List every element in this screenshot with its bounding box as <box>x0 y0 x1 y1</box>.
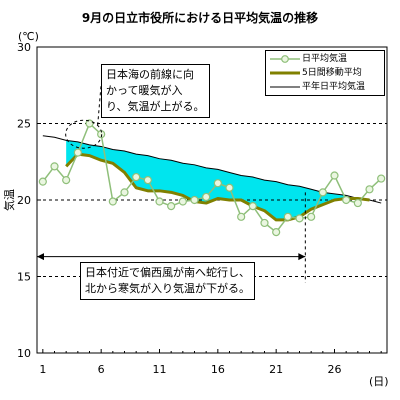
x-axis-unit: (日) <box>369 375 389 388</box>
daily-temperature-point-15 <box>202 192 211 202</box>
y-tick-label-30: 30 <box>17 41 31 54</box>
x-tick-label-11: 11 <box>153 363 167 376</box>
x-tick-label-16: 16 <box>211 363 225 376</box>
daily-temperature-point-19 <box>248 202 257 211</box>
chart-title: 9月の日立市役所における日平均気温の推移 <box>82 10 318 25</box>
legend-marker-daily <box>270 55 300 63</box>
x-tick-label-21: 21 <box>269 363 283 376</box>
cold-period-arrowhead-right <box>298 253 306 261</box>
y-tick-label-10: 10 <box>17 347 31 360</box>
legend-label-normal: 平年日平均気温 <box>302 82 366 92</box>
daily-temperature-point-27 <box>342 195 351 205</box>
legend-entry-daily: 日平均気温 <box>266 52 382 66</box>
daily-temperature-point-2 <box>50 162 59 171</box>
annotation-warm-air-line-3: り、気温が上がる。 <box>106 100 205 113</box>
daily-temperature-point-3 <box>62 176 71 185</box>
legend-entry-normal: 平年日平均気温 <box>266 80 382 94</box>
daily-temperature-point-10 <box>143 176 152 185</box>
x-tick-label-6: 6 <box>98 363 105 376</box>
daily-temperature-point-5 <box>85 119 94 128</box>
daily-temperature-point-16 <box>213 179 222 188</box>
annotation-warm-air-line-1: 日本海の前線に向 <box>106 68 194 81</box>
legend-entry-moving-average: 5日間移動平均 <box>266 66 382 80</box>
legend-marker-moving-average <box>270 71 300 75</box>
y-axis-label: 気温 <box>2 189 16 211</box>
warm-spike-highlight <box>65 119 103 149</box>
daily-temperature-point-29 <box>365 185 374 194</box>
daily-temperature-point-18 <box>237 212 246 221</box>
y-tick-label-15: 15 <box>17 271 31 284</box>
daily-temperature-point-7 <box>108 197 117 206</box>
daily-temperature-point-4 <box>73 148 82 157</box>
annotation-warm-air-line-2: かって暖気が入 <box>106 84 183 97</box>
daily-temperature-point-25 <box>318 188 327 197</box>
daily-temperature-point-1 <box>38 177 47 186</box>
legend: 日平均気温 5日間移動平均 平年日平均気温 <box>265 50 385 96</box>
daily-temperature-point-20 <box>260 218 269 228</box>
y-axis-unit: (℃) <box>18 30 39 43</box>
y-tick-label-20: 20 <box>17 194 31 207</box>
annotation-cold-air-line-2: 北から寒気が入り気温が下がる。 <box>85 282 250 295</box>
daily-temperature-point-8 <box>120 188 129 197</box>
daily-temperature-point-9 <box>132 172 141 182</box>
daily-temperature-point-17 <box>225 183 234 192</box>
annotation-warm-air: 日本海の前線に向 かって暖気が入 り、気温が上がる。 <box>101 64 210 118</box>
daily-temperature-point-30 <box>377 174 386 183</box>
x-tick-label-1: 1 <box>39 363 46 376</box>
daily-temperature-point-28 <box>353 198 362 208</box>
daily-temperature-point-11 <box>155 197 164 206</box>
daily-temperature-point-22 <box>283 212 292 221</box>
annotation-cold-air: 日本付近で偏西風が南へ蛇行し、 北から寒気が入り気温が下がる。 <box>80 262 255 300</box>
moving-average-line <box>65 152 370 222</box>
daily-temperature-point-21 <box>272 228 281 237</box>
daily-temperature-point-13 <box>178 197 187 206</box>
cold-period-arrowhead-left <box>37 253 44 261</box>
daily-temperature-point-14 <box>190 195 199 205</box>
daily-temperature-point-23 <box>295 214 304 223</box>
legend-marker-normal <box>270 86 300 88</box>
legend-label-moving-average: 5日間移動平均 <box>302 68 362 78</box>
annotation-cold-air-line-1: 日本付近で偏西風が南へ蛇行し、 <box>85 266 250 279</box>
daily-temperature-point-24 <box>307 212 316 221</box>
legend-label-daily: 日平均気温 <box>302 54 348 64</box>
x-tick-label-26: 26 <box>328 363 342 376</box>
warm-spike-connector <box>97 85 102 126</box>
below-normal-shading-0 <box>66 140 347 220</box>
y-tick-label-25: 25 <box>17 118 31 131</box>
daily-temperature-point-26 <box>330 171 339 180</box>
daily-temperature-point-12 <box>167 202 176 211</box>
